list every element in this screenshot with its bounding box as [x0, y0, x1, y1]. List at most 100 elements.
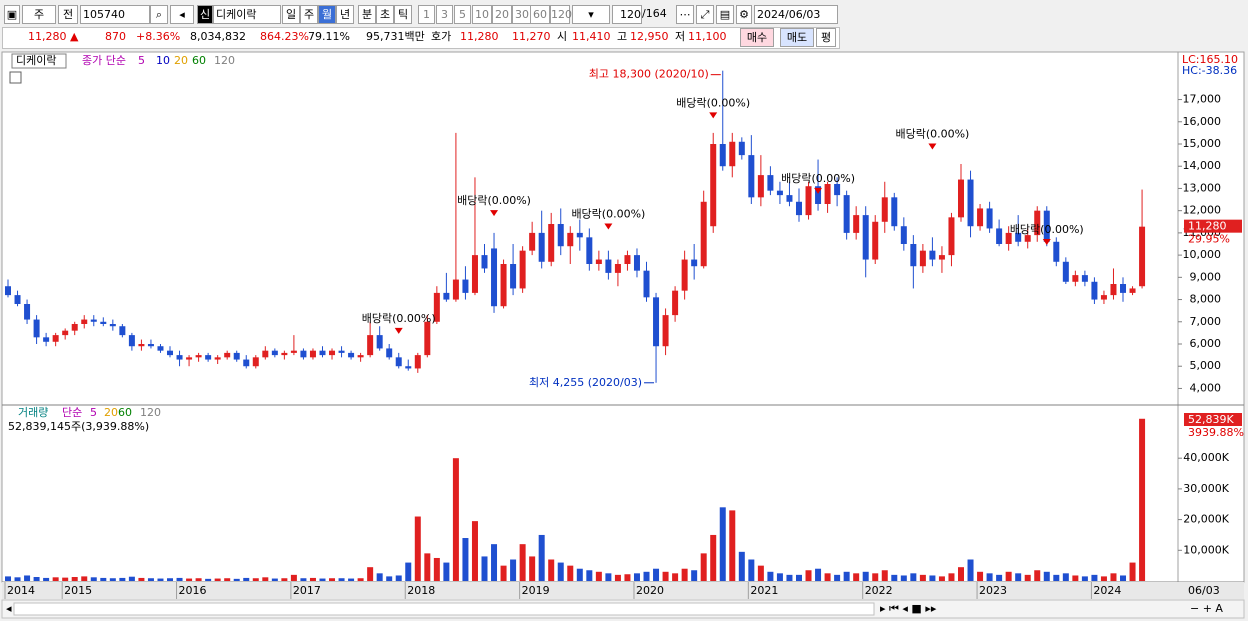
volume-bar: [500, 565, 507, 581]
turnover: 79.11%: [308, 30, 350, 43]
volume-bar: [757, 565, 764, 581]
volume-bar: [386, 576, 393, 581]
search-icon[interactable]: ⌕: [150, 5, 168, 24]
volume-bar: [786, 574, 793, 581]
interval-button[interactable]: 일: [282, 5, 300, 24]
number-button[interactable]: 10: [472, 5, 492, 24]
candle-body: [414, 355, 421, 369]
y-tick-label: 15,000: [1183, 137, 1222, 150]
volume-bar: [805, 570, 812, 581]
buy-button[interactable]: 매수: [740, 28, 774, 47]
interval-button[interactable]: 월: [318, 5, 336, 24]
date-input[interactable]: 2024/06/03: [754, 5, 838, 24]
count-input[interactable]: 120: [612, 5, 642, 24]
candle-body: [805, 186, 812, 216]
volume-bar: [843, 571, 850, 581]
volume-bar: [710, 534, 717, 581]
candle-body: [424, 321, 431, 356]
x-tick-label: 2015: [64, 584, 92, 597]
interval-button[interactable]: 분: [358, 5, 376, 24]
avg-button[interactable]: 평: [816, 28, 836, 47]
volume-bar: [643, 571, 650, 581]
candle-body: [157, 346, 164, 351]
volume-bar: [147, 578, 154, 581]
sell-button[interactable]: 매도: [780, 28, 814, 47]
candle-body: [1129, 288, 1136, 293]
volume-bar: [1053, 574, 1060, 581]
volume-rate: 864.23%: [260, 30, 309, 43]
volume-bar: [338, 578, 345, 581]
number-button[interactable]: 5: [454, 5, 471, 24]
sound-icon[interactable]: ◂: [170, 5, 194, 24]
rate: +8.36%: [136, 30, 181, 43]
candle-body: [757, 175, 764, 198]
candle-body: [386, 348, 393, 358]
period-select[interactable]: 주: [22, 5, 56, 24]
volume-bar: [128, 576, 135, 581]
tool-icon[interactable]: ⋯: [676, 5, 694, 24]
candle-body: [910, 244, 917, 267]
volume-bar: [672, 573, 679, 581]
candle-body: [986, 208, 993, 229]
y-tick-label: 16,000: [1183, 115, 1222, 128]
menu-icon[interactable]: ▣: [4, 5, 20, 24]
candle-body: [14, 295, 21, 304]
candle-body: [176, 355, 183, 360]
volume-bar: [424, 553, 431, 581]
number-button[interactable]: 1: [418, 5, 435, 24]
candle-body: [1139, 226, 1146, 287]
legend-ma-label: 단순: [62, 406, 82, 419]
tool-icon[interactable]: ⤢: [696, 5, 714, 24]
interval-button[interactable]: 틱: [394, 5, 412, 24]
candle-body: [338, 350, 345, 353]
volume-bar: [1120, 575, 1127, 581]
compare-button[interactable]: 전: [58, 5, 78, 24]
scroll-left[interactable]: ◂: [6, 602, 12, 615]
candle-body: [1110, 284, 1117, 296]
number-button[interactable]: 60: [530, 5, 550, 24]
volume-bar: [33, 577, 40, 581]
interval-button[interactable]: 주: [300, 5, 318, 24]
number-button[interactable]: 20: [492, 5, 512, 24]
y-tick-label: 13,000: [1183, 181, 1222, 194]
volume-bar: [691, 570, 698, 581]
candle-body: [43, 337, 50, 342]
number-button[interactable]: 3: [436, 5, 453, 24]
volume-bar: [1129, 562, 1136, 581]
settings-icon[interactable]: ⚙: [736, 5, 752, 24]
save-icon[interactable]: ▤: [716, 5, 734, 24]
candle-body: [1091, 281, 1098, 300]
candle-body: [1024, 235, 1031, 242]
table-icon[interactable]: [9, 71, 22, 84]
stock-name: 디케이락: [213, 5, 281, 24]
dividend-arrow: [709, 112, 718, 119]
number-button[interactable]: 30: [512, 5, 532, 24]
interval-button[interactable]: 년: [336, 5, 354, 24]
volume-bar: [700, 553, 707, 581]
volume-bar: [5, 576, 11, 581]
interval-button[interactable]: 초: [376, 5, 394, 24]
x-tick-label: 2016: [179, 584, 207, 597]
volume-bar: [186, 578, 193, 581]
volume-bar: [1034, 570, 1041, 581]
code-input[interactable]: 105740: [80, 5, 150, 24]
zoom-controls[interactable]: − + A: [1190, 602, 1223, 615]
dividend-annotation: 배당락(0.00%): [1010, 223, 1084, 236]
volume-bar: [329, 578, 336, 581]
volume-bar: [1100, 576, 1107, 581]
scroll-track[interactable]: [13, 602, 875, 616]
y-tick-label: 4,000: [1190, 381, 1222, 394]
volume-bar: [910, 573, 917, 581]
number-button[interactable]: 120: [550, 5, 572, 24]
scroll-controls[interactable]: ▸ ⏮ ◂ ■ ▸▸: [880, 602, 937, 615]
total-count: /164: [642, 7, 667, 20]
y-tick-label: 10,000K: [1183, 543, 1229, 556]
dropdown[interactable]: ▾: [572, 5, 610, 24]
change-tag-label: 29.95%: [1188, 233, 1230, 246]
volume-bar: [471, 521, 478, 581]
volume-bar: [938, 576, 945, 581]
volume-bar: [271, 578, 278, 581]
candle-body: [167, 350, 174, 356]
volume-bar: [214, 578, 221, 581]
candle-body: [710, 144, 717, 227]
